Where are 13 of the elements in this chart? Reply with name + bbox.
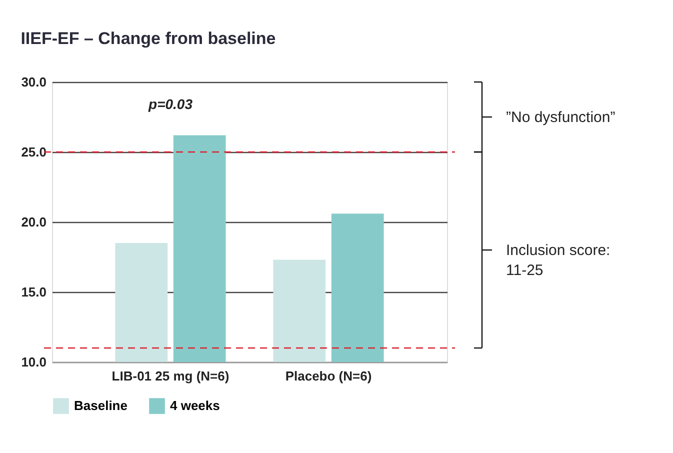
text: Inclusion score: 11-25 (506, 242, 610, 279)
x-tick-label: Placebo (N=6) (285, 368, 372, 384)
legend-label: Baseline (74, 398, 128, 414)
y-tick-label: 20.0 (21, 214, 46, 230)
y-tick-label: 15.0 (21, 284, 46, 300)
legend-label: 4 weeks (170, 398, 220, 414)
y-tick-label: 30.0 (21, 74, 46, 90)
text: ”No dysfunction” (506, 109, 616, 126)
chart-title: IIEF-EF – Change from baseline (20, 29, 276, 48)
y-tick-label: 25.0 (21, 144, 46, 160)
y-tick-label: 10.0 (21, 354, 46, 370)
annotation: p=0.03 (148, 96, 193, 112)
x-tick-label: LIB-01 25 mg (N=6) (112, 368, 230, 384)
